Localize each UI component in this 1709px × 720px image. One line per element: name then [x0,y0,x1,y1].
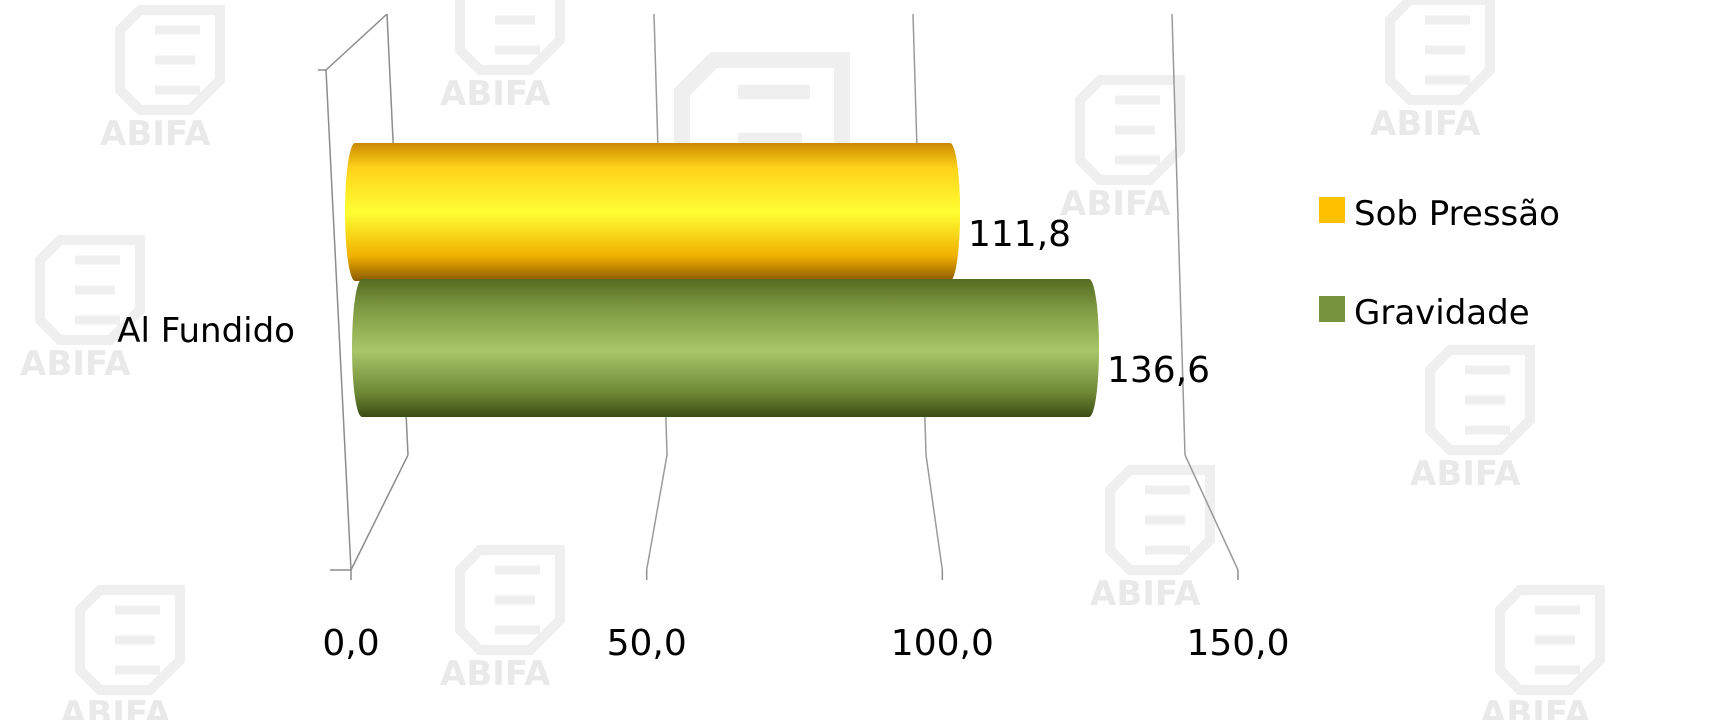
top-left-edge [325,13,388,71]
x-tick-label: 0,0 [322,623,379,664]
watermark-text: ABIFA [1090,574,1201,614]
gridline-floor [645,454,668,571]
legend-item: Sob Pressão [1319,194,1560,234]
front-wall-left-edge [325,69,352,571]
legend-swatch [1319,197,1345,223]
watermark-text: ABIFA [440,74,551,114]
legend-swatch [1319,296,1345,322]
category-label: Al Fundido [117,311,295,351]
legend-item: Gravidade [1319,293,1530,333]
watermark-logo: ABIFA [1060,75,1185,224]
watermark-logo: ABIFA [60,585,185,720]
data-label: 111,8 [968,214,1071,255]
bar-cap [1078,279,1099,417]
bar-cap [939,143,960,281]
bar-body [345,143,960,281]
legend-label: Sob Pressão [1354,194,1560,234]
watermark-text: ABIFA [1060,184,1171,224]
data-labels: 111,8 136,6 [968,214,1210,391]
watermark-logo: ABIFA [1090,465,1215,614]
y-axis-categories: Al Fundido [117,311,295,351]
gridline-floor [1184,454,1239,571]
bar-gravidade [352,279,1099,417]
gridline-floor [925,454,944,571]
legend: Sob Pressão Gravidade [1319,194,1560,333]
watermark-logo: ABIFA [440,545,565,694]
watermark-logo: ABIFA [440,0,565,114]
watermark-text: ABIFA [60,694,171,720]
watermark-text: ABIFA [1370,104,1481,144]
x-axis-ticks: 0,0 50,0 100,0 150,0 [322,570,1290,664]
legend-label: Gravidade [1354,293,1530,333]
x-tick-label: 50,0 [607,623,687,664]
watermark-logo: ABIFA [20,235,145,384]
watermark-logo: ABIFA [1370,0,1495,144]
data-label: 136,6 [1107,350,1210,391]
floor-left-edge [350,454,409,571]
x-tick-label: 150,0 [1186,623,1289,664]
watermark-text: ABIFA [440,654,551,694]
watermark-logo: ABIFA [1480,585,1605,720]
watermark-text: ABIFA [1480,694,1591,720]
watermark-text: ABIFA [1410,454,1521,494]
bar-body [352,279,1099,417]
watermark-logo: ABIFA [1410,345,1535,494]
bars [345,143,1099,417]
gridline-back [1171,13,1186,456]
watermark-logo: ABIFA [100,5,225,154]
watermark-text: ABIFA [100,114,211,154]
x-tick-label: 100,0 [891,623,994,664]
watermark-text: ABIFA [20,344,131,384]
bar-sob-pressao [345,143,960,281]
